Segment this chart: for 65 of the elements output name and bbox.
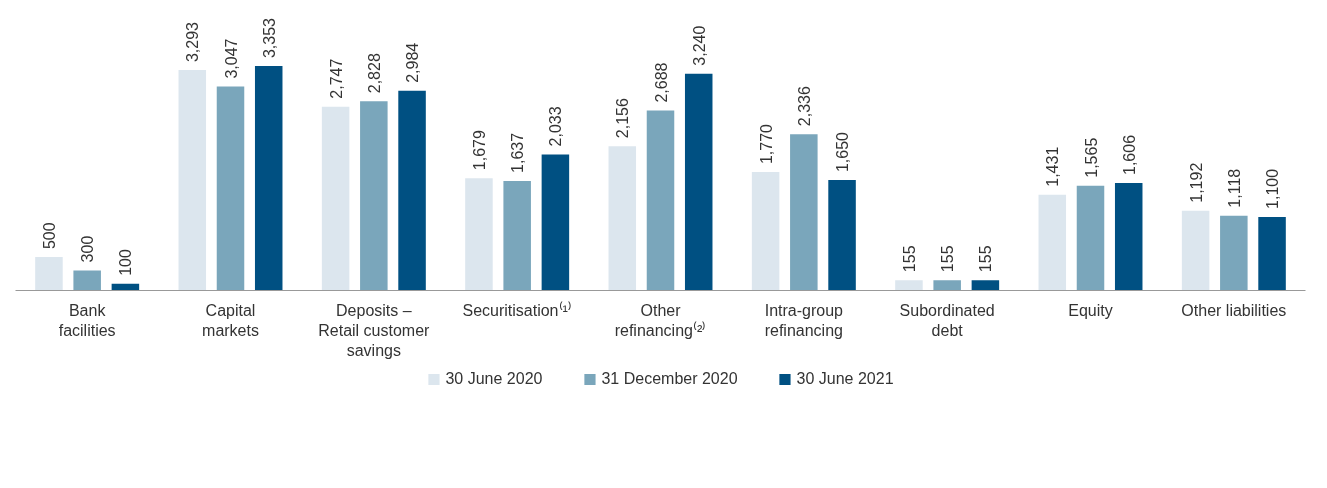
data-label: 1,192 [1187, 162, 1205, 203]
bar [360, 101, 388, 291]
legend-label: 30 June 2021 [796, 370, 894, 388]
bar [73, 270, 101, 291]
data-label: 100 [117, 249, 135, 276]
bar [790, 134, 818, 291]
bar [465, 178, 493, 291]
legend-label: 30 June 2020 [445, 370, 543, 388]
data-label: 1,679 [470, 129, 488, 171]
data-label: 1,637 [509, 132, 527, 173]
bar [971, 280, 1000, 291]
bar [321, 106, 350, 291]
bar [541, 154, 570, 291]
x-tick-label: Other refinancing⁽²⁾ [614, 301, 707, 339]
legend-label: 31 December 2020 [601, 370, 738, 388]
data-label: 2,688 [652, 62, 670, 103]
x-tick-label: Deposits – Retail customer savings [318, 301, 431, 360]
bar [895, 280, 923, 291]
data-label: 1,606 [1120, 134, 1138, 176]
bar [828, 180, 856, 291]
data-label: 3,353 [260, 17, 278, 59]
data-label: 155 [939, 245, 957, 273]
x-tick-label: Securitisation⁽¹⁾ [462, 300, 572, 319]
bar [35, 257, 63, 291]
bar [216, 86, 245, 291]
data-label: 1,650 [834, 131, 852, 173]
x-tick-label: Equity [1068, 301, 1113, 319]
bar [646, 110, 675, 291]
data-label: 3,047 [222, 38, 240, 79]
data-label: 2,828 [365, 53, 383, 94]
data-label: 1,565 [1082, 137, 1100, 178]
data-label: 1,770 [757, 123, 775, 165]
x-tick-label: Bank facilities [58, 301, 116, 339]
x-tick-label: Subordinated debt [899, 301, 995, 339]
data-label: 2,156 [614, 98, 632, 139]
bar [1181, 210, 1210, 291]
data-label: 2,747 [327, 58, 345, 99]
data-label: 155 [977, 245, 995, 273]
bar [178, 70, 207, 291]
bar [1220, 215, 1248, 291]
x-tick-label: Other liabilities [1181, 301, 1287, 319]
data-label: 3,240 [690, 25, 708, 66]
bar [751, 172, 780, 291]
bar [1076, 185, 1105, 291]
data-label: 3,293 [184, 21, 202, 63]
x-tick-label: Capital markets [202, 301, 259, 339]
bar [933, 280, 961, 291]
data-label: 1,431 [1044, 146, 1062, 187]
data-label: 155 [900, 245, 918, 273]
data-label: 1,100 [1264, 168, 1282, 209]
data-label: 2,984 [404, 42, 422, 83]
data-label: 1,118 [1225, 168, 1243, 208]
data-label: 300 [79, 235, 97, 263]
data-label: 2,336 [795, 86, 813, 127]
data-label: 500 [40, 222, 58, 250]
bar [398, 90, 426, 291]
bar [1258, 216, 1286, 291]
bar [684, 73, 713, 291]
bar [1114, 183, 1143, 291]
bar [1038, 194, 1067, 291]
data-label: 2,033 [547, 106, 565, 147]
bar [254, 66, 283, 291]
bar [503, 180, 531, 291]
bar [608, 146, 637, 291]
x-tick-label: Intra-group refinancing [764, 301, 844, 339]
